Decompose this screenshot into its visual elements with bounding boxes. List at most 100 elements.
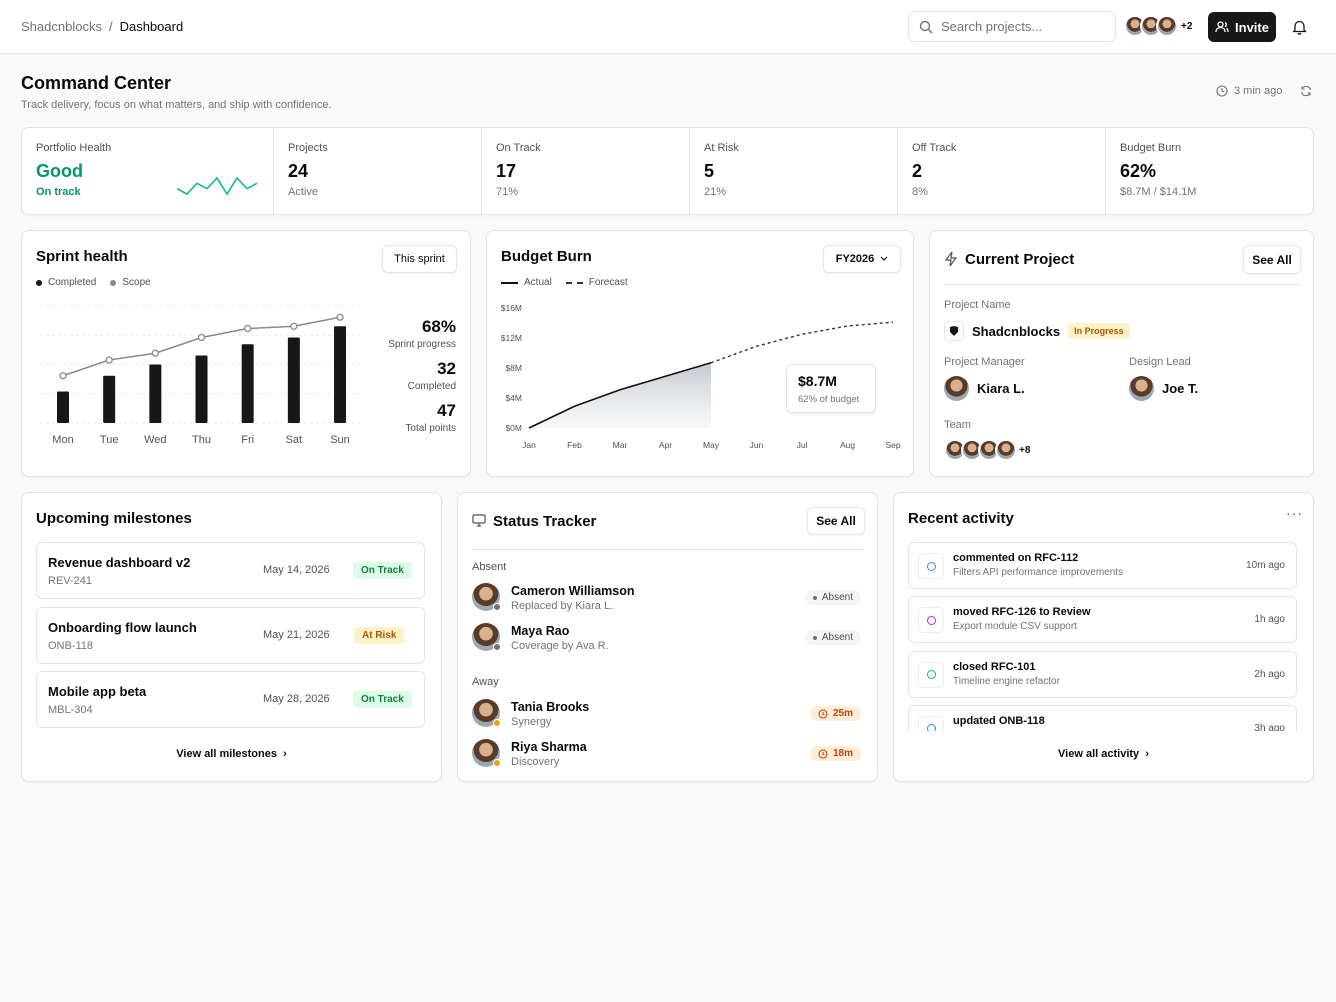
activity-action: updated ONB-118 [953,714,1045,727]
status-text: Absent [821,592,853,603]
kpi-label: At Risk [704,142,739,154]
more-button[interactable]: ··· [1286,505,1303,521]
person-note: Discovery [511,756,560,768]
status-text: Absent [821,632,853,643]
x-tick-label: Feb [567,440,582,450]
status-pill: 18m [809,746,861,761]
activity-time: 2h ago [1254,668,1285,680]
sparkline-line [176,176,258,196]
bar [287,337,300,423]
separator: / [108,19,113,34]
breadcrumb-link[interactable]: Shadcnblocks [21,19,102,34]
period-button[interactable]: This sprint [382,245,457,273]
card-title: Recent activity [908,510,1014,527]
project-name: Shadcnblocks [972,323,1061,339]
avatar [944,376,969,401]
avatar [1156,15,1178,37]
avatar [1129,376,1154,401]
view-all-link[interactable]: View all milestones › [176,748,287,760]
button-label: See All [1252,252,1292,267]
stat-value: 47 [437,401,456,420]
milestone-date: May 28, 2026 [263,693,330,705]
see-all-button[interactable]: See All [1243,245,1301,274]
activity-list: commented on RFC-112 Filters API perform… [908,542,1297,731]
milestone-code: REV-241 [48,575,93,587]
legend: Actual Forecast [501,277,628,288]
milestone-row[interactable]: Revenue dashboard v2 REV-241 May 14, 202… [36,542,425,599]
bolt-icon [944,251,958,267]
status-text: 25m [832,708,853,719]
search-icon [919,20,933,33]
milestone-row[interactable]: Onboarding flow launch ONB-118 May 21, 2… [36,606,425,664]
kpi: At Risk 5 21% [689,128,897,214]
kpi-label: On Track [496,142,541,154]
activity-row[interactable]: updated ONB-118 3h ago [908,704,1297,731]
view-all-link[interactable]: View all activity › [1058,748,1149,760]
legend: Completed Scope [36,277,151,288]
legend-item: Completed [36,277,96,288]
invite-button[interactable]: Invite [1208,12,1276,42]
status-badge: At Risk [354,626,405,644]
kpi-label: Portfolio Health [36,142,112,154]
activity-action: closed RFC-101 [953,660,1036,673]
activity-icon [918,607,944,634]
sprint-chart: Mon Tue Wed Thu Fri Sat Sun [40,305,362,446]
invite-label: Invite [1235,19,1269,35]
milestone-row[interactable]: Mobile app beta MBL-304 May 28, 2026 On … [36,671,425,728]
activity-icon [918,553,944,579]
stat-label: Completed [407,381,456,392]
activity-row[interactable]: commented on RFC-112 Filters API perform… [908,542,1297,589]
activity-row[interactable]: moved RFC-126 to Review Export module CS… [908,596,1297,644]
bar [241,344,254,423]
avatar-extra: +2 [1181,20,1193,32]
y-tick-label: $4M [505,393,522,403]
stat: 68% Sprint progress [388,317,456,350]
scope-point [59,372,67,380]
kpi-label: Projects [288,142,328,154]
search[interactable]: Search projects... [908,11,1116,42]
status-text: 18m [832,748,853,759]
legend-swatch [110,279,117,286]
user-icon [1215,21,1229,33]
presence-dot [493,643,501,651]
activity-action: moved RFC-126 to Review [953,606,1091,619]
link-text: View all activity [1058,748,1140,760]
legend-label: Completed [48,277,97,288]
card-title: Upcoming milestones [36,510,192,527]
person-note: Replaced by Kiara L. [511,600,614,612]
year-select[interactable]: FY2026 [823,245,901,273]
activity-detail: Timeline engine refactor [953,675,1060,687]
milestones-card: Upcoming milestones Revenue dashboard v2… [21,492,442,782]
person-note: Synergy [511,716,552,728]
y-tick-label: $0M [505,423,522,433]
divider [944,284,1300,285]
sprint-card: Sprint health This sprint Completed Scope… [21,230,471,477]
button-label: FY2026 [835,253,875,265]
milestone-code: ONB-118 [48,639,94,652]
budget-chart: $0M $4M $8M $12M $16M Jan Feb Mar Apr May Jun Jul Au… [501,303,901,450]
see-all-button[interactable]: See All [807,507,865,535]
y-tick-label: $16M [501,303,522,313]
kpi-value: 2 [912,161,923,181]
field-label: Team [944,419,971,431]
actual-area [529,362,711,428]
kpi-value: 17 [496,161,517,181]
bell-icon[interactable] [1292,19,1307,35]
x-tick-label: Mar [613,440,628,450]
kpi-note: On track [36,186,81,198]
activity-icon [918,661,944,688]
legend-label: Actual [524,277,552,288]
x-tick-label: Jul [797,440,808,450]
presence-dot [493,719,501,727]
activity-action: commented on RFC-112 [953,552,1079,564]
legend-label: Scope [122,277,151,288]
person-name: Tania Brooks [511,700,590,714]
x-tick-label: Tue [100,434,119,446]
refresh-icon[interactable] [1300,85,1312,97]
card-title: Status Tracker [493,513,597,530]
milestone-code: MBL-304 [48,704,93,716]
activity-row[interactable]: closed RFC-101 Timeline engine refactor … [908,650,1297,698]
stat-label: Sprint progress [388,339,456,350]
milestone-name: Onboarding flow launch [48,619,197,635]
kpi: Budget Burn 62% $8.7M / $14.1M [1105,128,1313,214]
